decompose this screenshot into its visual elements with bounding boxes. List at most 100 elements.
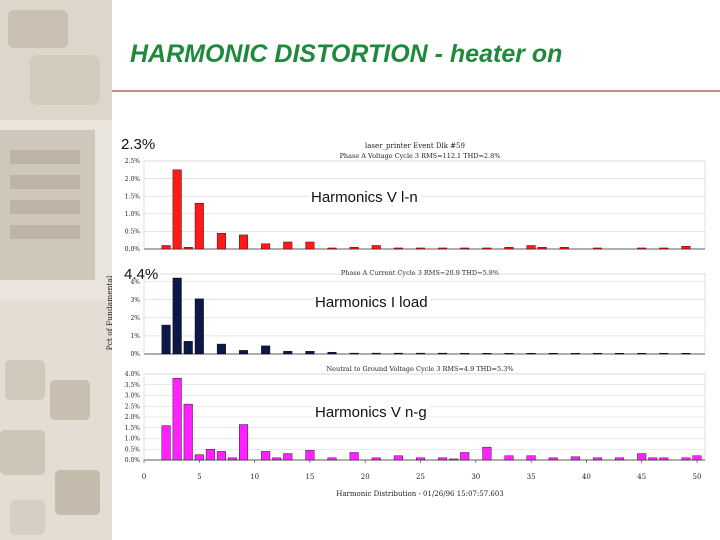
bar (194, 454, 204, 461)
y-tick-label: 0.0% (125, 457, 141, 464)
bar (183, 403, 193, 461)
bar (681, 457, 691, 461)
bar (537, 247, 547, 250)
bar (205, 449, 215, 461)
y-tick-label: 1% (130, 333, 140, 340)
bar (659, 457, 669, 461)
bar (416, 352, 426, 355)
bar (183, 247, 193, 250)
bar (438, 457, 448, 461)
bar (161, 425, 171, 461)
bar (592, 353, 602, 355)
panel-subtitle: Neutral to Ground Voltage Cycle 3 RMS=4.… (326, 365, 513, 373)
bar (172, 277, 182, 355)
bar (615, 353, 625, 355)
bar (261, 451, 271, 461)
y-tick-label: 1.0% (125, 211, 141, 218)
bar (504, 353, 514, 355)
bar (482, 247, 492, 250)
bar (393, 455, 403, 461)
y-tick-label: 3.5% (125, 382, 141, 389)
bar (548, 457, 558, 461)
label-harmonics-i-load: Harmonics I load (313, 294, 430, 311)
decorative-photo-graphic (0, 0, 112, 540)
bar (548, 353, 558, 355)
bar (438, 247, 448, 250)
x-tick-label: 0 (142, 473, 146, 481)
bar (183, 341, 193, 355)
bar (570, 456, 580, 461)
bar (692, 455, 702, 461)
bar (327, 351, 337, 355)
bar (172, 169, 182, 250)
bar (283, 351, 293, 355)
label-harmonics-v-ng: Harmonics V n-g (313, 404, 429, 421)
bar (460, 452, 470, 461)
bar (526, 245, 536, 250)
y-tick-label: 2% (130, 315, 140, 322)
bar (327, 247, 337, 250)
bar (449, 458, 459, 461)
x-tick-label: 35 (527, 473, 536, 481)
y-tick-label: 2.5% (125, 158, 141, 165)
x-tick-label: 10 (250, 473, 259, 481)
panel-subtitle: Phase A Voltage Cycle 3 RMS=112.1 THD=2.… (340, 152, 501, 160)
overlay-pct-current: 4.4% (124, 266, 159, 283)
bar (460, 247, 470, 250)
y-tick-label: 0% (130, 351, 140, 358)
bar (570, 353, 580, 355)
y-tick-label: 2.0% (125, 414, 141, 421)
bar (216, 451, 226, 461)
bar (637, 453, 647, 461)
y-tick-label: 1.0% (125, 436, 141, 443)
bar (659, 247, 669, 250)
slide-title: HARMONIC DISTORTION - heater on (130, 40, 563, 68)
panel-subtitle: Phase A Current Cycle 3 RMS=20.9 THD=5.8… (341, 269, 499, 277)
bar (504, 455, 514, 461)
bar (216, 343, 226, 355)
y-tick-label: 0.0% (125, 246, 141, 253)
x-tick-label: 50 (693, 473, 702, 481)
bar (371, 352, 381, 355)
bar (349, 247, 359, 250)
y-tick-label: 0.5% (125, 446, 141, 453)
bar (305, 450, 315, 461)
bar (194, 298, 204, 355)
overlay-pct-voltage: 2.3% (121, 136, 156, 153)
x-tick-label: 15 (305, 473, 314, 481)
bar (648, 457, 658, 461)
bar (371, 245, 381, 250)
y-tick-label: 3% (130, 297, 140, 304)
bar (172, 378, 182, 461)
bar (526, 455, 536, 461)
bar (637, 353, 647, 355)
bar (283, 241, 293, 250)
title-underline (112, 90, 720, 92)
bar (272, 457, 282, 461)
bar (305, 241, 315, 250)
bar (261, 345, 271, 355)
x-tick-label: 45 (637, 473, 646, 481)
y-tick-label: 2.0% (125, 176, 141, 183)
bar (283, 453, 293, 461)
bar (504, 247, 514, 250)
y-tick-label: 4% (130, 279, 140, 286)
panel-frame (143, 160, 706, 250)
y-tick-label: 4.0% (125, 371, 141, 378)
bar (161, 324, 171, 355)
y-tick-label: 0.5% (125, 229, 141, 236)
bar (592, 457, 602, 461)
x-tick-label: 25 (416, 473, 425, 481)
bar (659, 353, 669, 355)
x-tick-label: 20 (361, 473, 370, 481)
y-axis-label: Pct of Fundamental (105, 275, 114, 350)
bar (216, 232, 226, 250)
bar (592, 247, 602, 250)
bar (681, 245, 691, 250)
y-tick-label: 2.5% (125, 403, 141, 410)
bar (194, 203, 204, 250)
bar (305, 351, 315, 355)
bar (681, 353, 691, 355)
bar (393, 247, 403, 250)
